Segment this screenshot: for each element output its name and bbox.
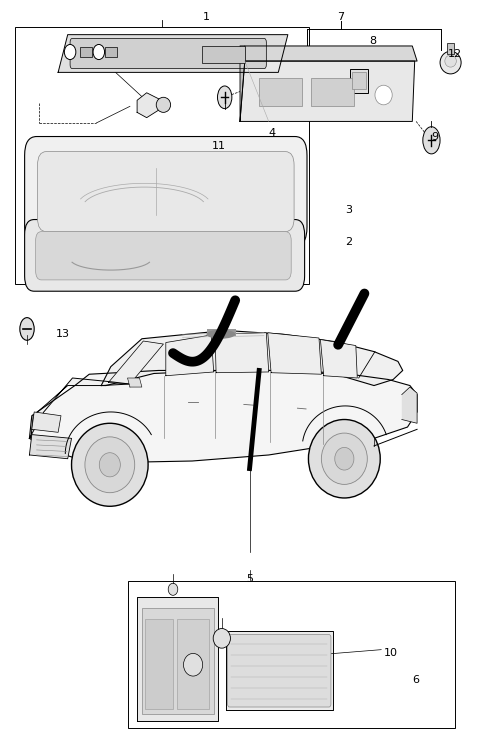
Ellipse shape (213, 628, 230, 648)
FancyBboxPatch shape (259, 78, 302, 107)
Ellipse shape (440, 51, 461, 74)
FancyBboxPatch shape (142, 608, 214, 714)
FancyBboxPatch shape (350, 69, 368, 93)
FancyBboxPatch shape (447, 43, 455, 54)
Ellipse shape (168, 584, 178, 595)
Polygon shape (226, 631, 333, 710)
Polygon shape (29, 435, 72, 459)
Polygon shape (29, 370, 417, 463)
Ellipse shape (85, 437, 135, 493)
Ellipse shape (322, 433, 367, 485)
Ellipse shape (64, 45, 76, 60)
Text: 10: 10 (384, 649, 397, 658)
Polygon shape (240, 61, 415, 122)
Polygon shape (166, 335, 214, 376)
FancyBboxPatch shape (24, 219, 305, 291)
FancyBboxPatch shape (105, 47, 117, 57)
Ellipse shape (72, 423, 148, 507)
Polygon shape (58, 35, 288, 73)
Polygon shape (137, 596, 218, 720)
Text: 8: 8 (369, 36, 376, 46)
Polygon shape (137, 93, 158, 118)
Polygon shape (32, 412, 61, 432)
Text: 9: 9 (432, 132, 439, 141)
FancyBboxPatch shape (24, 137, 307, 246)
FancyBboxPatch shape (352, 73, 366, 89)
FancyBboxPatch shape (207, 329, 236, 336)
Ellipse shape (156, 98, 170, 113)
Text: 5: 5 (246, 575, 253, 584)
Polygon shape (402, 387, 417, 423)
Text: 7: 7 (337, 12, 344, 22)
Ellipse shape (206, 330, 235, 339)
Text: 11: 11 (212, 141, 226, 150)
Text: 4: 4 (269, 128, 276, 138)
FancyBboxPatch shape (311, 78, 354, 107)
Polygon shape (240, 46, 245, 122)
Ellipse shape (445, 55, 456, 67)
Text: 12: 12 (448, 48, 462, 58)
FancyBboxPatch shape (70, 39, 266, 69)
FancyBboxPatch shape (37, 152, 294, 231)
Polygon shape (321, 339, 357, 378)
Polygon shape (268, 333, 322, 374)
Ellipse shape (309, 420, 380, 498)
Polygon shape (29, 378, 130, 438)
Ellipse shape (20, 318, 34, 340)
Text: 3: 3 (345, 206, 352, 215)
Text: 13: 13 (56, 329, 70, 339)
Ellipse shape (183, 653, 203, 676)
FancyBboxPatch shape (145, 619, 173, 708)
FancyBboxPatch shape (80, 47, 92, 57)
Ellipse shape (423, 127, 440, 154)
Polygon shape (240, 46, 417, 61)
FancyBboxPatch shape (177, 619, 209, 708)
FancyBboxPatch shape (36, 231, 291, 280)
Ellipse shape (99, 453, 120, 477)
Polygon shape (108, 341, 163, 384)
Ellipse shape (335, 448, 354, 470)
Ellipse shape (217, 86, 232, 109)
Text: 2: 2 (345, 237, 352, 247)
Ellipse shape (93, 45, 105, 60)
FancyBboxPatch shape (228, 634, 331, 707)
FancyBboxPatch shape (202, 46, 245, 63)
Text: 1: 1 (203, 12, 210, 22)
Polygon shape (128, 378, 142, 387)
Polygon shape (101, 330, 403, 386)
Text: 6: 6 (412, 675, 420, 685)
Polygon shape (215, 333, 269, 373)
Ellipse shape (375, 85, 392, 105)
